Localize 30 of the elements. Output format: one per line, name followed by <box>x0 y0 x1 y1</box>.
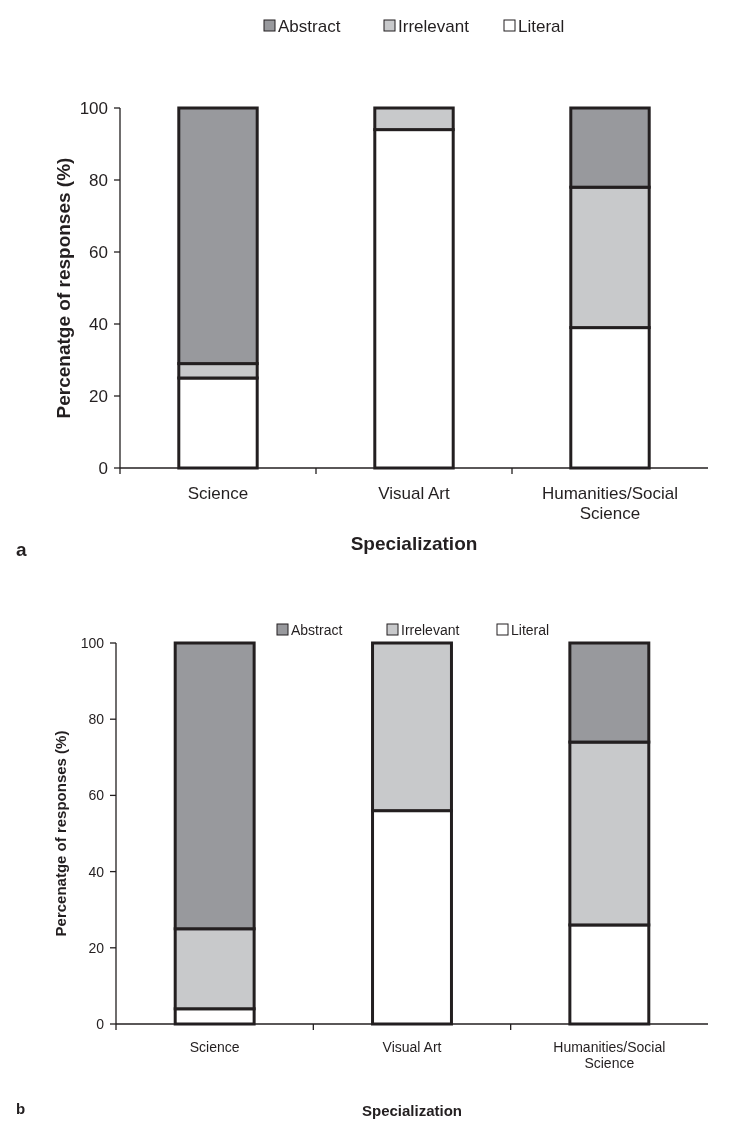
legend-label: Irrelevant <box>398 16 470 36</box>
y-axis-title: Percenatge of responses (%) <box>53 157 74 419</box>
y-tick-label: 40 <box>89 314 108 334</box>
y-tick-label: 60 <box>88 787 105 804</box>
x-tick-label: Visual Art <box>378 484 451 503</box>
y-tick-label: 80 <box>88 711 105 728</box>
y-tick-label: 20 <box>88 939 105 956</box>
x-axis-title: Specialization <box>361 1102 463 1119</box>
y-tick-label: 100 <box>79 98 108 118</box>
x-tick-label: Humanities/Social Science <box>553 1039 666 1072</box>
legend-label: Literal <box>511 621 550 638</box>
y-tick-label: 60 <box>89 242 108 262</box>
y-tick-label: 0 <box>96 1015 105 1032</box>
y-tick-label: 100 <box>80 634 105 651</box>
y-tick-label: 20 <box>89 386 108 406</box>
x-tick-label: Visual Art <box>382 1039 442 1055</box>
legend-label: Abstract <box>291 621 343 638</box>
legend-label: Abstract <box>278 16 341 36</box>
x-axis-title: Specialization <box>350 533 478 554</box>
text: a <box>16 539 27 560</box>
text: b <box>16 1100 26 1117</box>
x-tick-label: Science <box>189 1039 240 1055</box>
x-tick-label: Humanities/Social Science <box>541 484 679 523</box>
y-tick-label: 80 <box>89 170 108 190</box>
y-axis-title: Percenatge of responses (%) <box>52 730 69 937</box>
x-tick-label: Science <box>187 484 249 503</box>
y-tick-label: 40 <box>88 863 105 880</box>
legend-label: Irrelevant <box>401 621 460 638</box>
legend-label: Literal <box>518 16 565 36</box>
y-tick-label: 0 <box>98 458 108 478</box>
